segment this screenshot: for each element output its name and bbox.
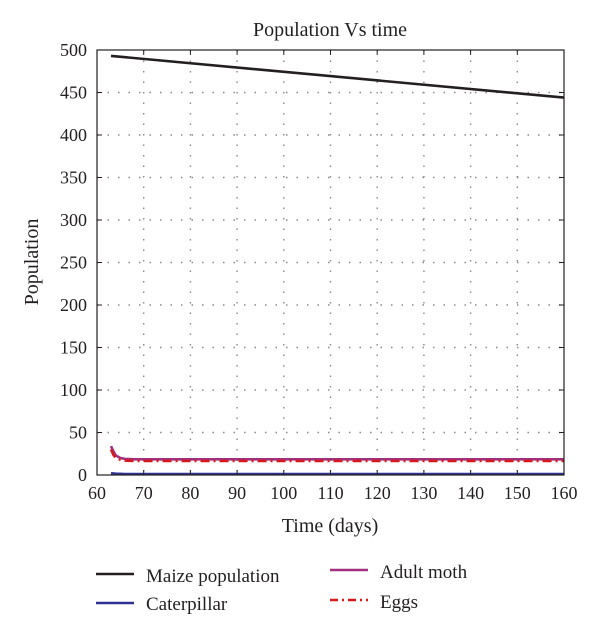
x-tick-label: 150 [504, 483, 531, 503]
series-line-eggs [109, 448, 564, 463]
x-tick-label: 110 [317, 483, 343, 503]
x-tick-label: 160 [551, 483, 578, 503]
x-tick-label: 70 [135, 483, 153, 503]
y-tick-label: 400 [60, 125, 87, 145]
y-tick-label: 350 [60, 168, 87, 188]
y-tick-label: 200 [60, 295, 87, 315]
y-tick-labels: 0 50 100 150 200 250 300 350 400 450 500 [60, 40, 87, 485]
grid-lines [97, 50, 564, 475]
y-tick-label: 500 [60, 40, 87, 60]
x-tick-label: 140 [457, 483, 484, 503]
legend-label-adult-moth: Adult moth [380, 562, 468, 583]
y-tick-label: 450 [60, 83, 87, 103]
series-line-caterpillar [110, 472, 564, 476]
x-axis-label: Time (days) [282, 515, 378, 537]
y-tick-label: 250 [60, 253, 87, 273]
x-tick-label: 80 [181, 483, 199, 503]
x-tick-label: 90 [228, 483, 246, 503]
legend-label-eggs: Eggs [380, 592, 418, 613]
legend-swatches [96, 568, 368, 605]
y-tick-label: 100 [60, 380, 87, 400]
x-tick-labels: 60 70 80 90 100 110 120 130 140 150 160 [88, 483, 578, 503]
x-tick-label: 120 [364, 483, 391, 503]
series-lines [109, 54, 565, 476]
y-axis-label: Population [21, 219, 43, 306]
chart-title: Population Vs time [253, 19, 407, 41]
axis-ticks [96, 49, 565, 476]
x-tick-label: 130 [410, 483, 437, 503]
legend-label-caterpillar: Caterpillar [146, 594, 228, 615]
y-tick-label: 150 [60, 338, 87, 358]
x-tick-label: 60 [88, 483, 106, 503]
y-tick-label: 0 [78, 465, 87, 485]
series-line-maize-population [110, 54, 565, 99]
legend-label-maize: Maize population [146, 566, 280, 587]
y-tick-label: 300 [60, 210, 87, 230]
x-tick-label: 100 [270, 483, 297, 503]
series-line-adult-moth [109, 445, 564, 461]
y-tick-label: 50 [69, 423, 87, 443]
